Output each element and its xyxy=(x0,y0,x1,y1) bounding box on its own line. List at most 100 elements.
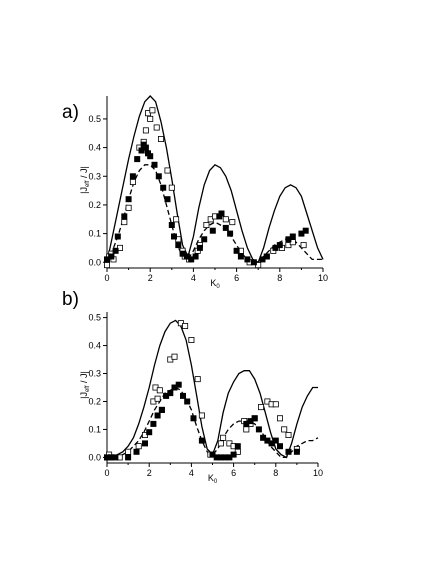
x-tick-label: 10 xyxy=(318,273,328,283)
filled-square-point xyxy=(251,415,258,422)
y-axis-label: |Jeff / J| xyxy=(79,371,91,399)
filled-square-point xyxy=(227,230,234,237)
filled-square-point xyxy=(222,224,229,231)
open-square-point xyxy=(229,219,236,226)
open-square-point xyxy=(154,395,161,402)
filled-square-point xyxy=(198,437,205,444)
filled-square-point xyxy=(112,247,119,254)
filled-square-point xyxy=(154,412,161,419)
filled-square-point xyxy=(108,253,115,260)
filled-square-point xyxy=(146,429,153,436)
open-square-point xyxy=(149,107,156,114)
filled-square-point xyxy=(250,259,257,266)
x-tick-label: 0 xyxy=(104,273,109,283)
open-square-point xyxy=(129,178,136,185)
filled-square-point xyxy=(201,236,208,243)
x-axis-label: K0 xyxy=(208,473,218,485)
filled-square-point xyxy=(233,247,240,254)
open-square-point xyxy=(220,434,227,441)
x-tick-label: 4 xyxy=(191,273,196,283)
filled-square-point xyxy=(255,426,262,433)
open-square-point xyxy=(217,440,224,447)
filled-square-point xyxy=(276,242,283,249)
open-square-point xyxy=(188,336,195,343)
open-square-point xyxy=(222,216,229,223)
x-tick-label: 4 xyxy=(189,468,194,478)
open-square-point xyxy=(300,242,307,249)
open-square-point xyxy=(276,415,283,422)
filled-square-point xyxy=(155,173,162,180)
open-square-point xyxy=(153,124,160,131)
filled-square-point xyxy=(114,233,121,240)
filled-square-point xyxy=(170,233,177,240)
y-tick-label: 0.4 xyxy=(88,341,101,351)
filled-square-point xyxy=(125,196,132,203)
open-square-point xyxy=(104,262,111,269)
y-tick-label: 0.0 xyxy=(88,452,101,462)
y-tick-label: 0.0 xyxy=(88,257,101,267)
filled-square-point xyxy=(184,398,191,405)
filled-square-point xyxy=(196,244,203,251)
y-axis-label-part: |J xyxy=(79,392,89,399)
open-square-point xyxy=(203,221,210,228)
x-axis-label-sub: 0 xyxy=(216,284,220,290)
y-axis-label-part: / J| xyxy=(79,166,89,180)
filled-square-point xyxy=(285,448,292,455)
filled-square-point xyxy=(175,381,182,388)
y-tick-label: 0.3 xyxy=(88,171,101,181)
open-square-point xyxy=(182,322,189,329)
x-tick-label: 8 xyxy=(273,468,278,478)
filled-square-point xyxy=(190,415,197,422)
x-tick-label: 6 xyxy=(234,273,239,283)
x-tick-label: 0 xyxy=(104,468,109,478)
y-tick-label: 0.1 xyxy=(88,229,101,239)
open-square-point xyxy=(135,443,142,450)
filled-square-point xyxy=(289,233,296,240)
open-square-point xyxy=(121,219,128,226)
filled-square-point xyxy=(244,256,251,263)
filled-square-point xyxy=(263,253,270,260)
y-tick-label: 0.2 xyxy=(88,200,101,210)
filled-square-point xyxy=(218,210,225,217)
filled-square-point xyxy=(209,227,216,234)
filled-square-point xyxy=(151,161,158,168)
open-square-point xyxy=(125,448,132,455)
y-axis-label: |Jeff / J| xyxy=(79,166,91,194)
y-tick-label: 0.5 xyxy=(88,114,101,124)
x-tick-label: 10 xyxy=(313,468,323,478)
open-square-point xyxy=(171,353,178,360)
chart-panel-b: b) 0 2 4 6 8 10 0.0 0.1 0.2 0.3 0.4 0.5 K0 |Jeff / J| xyxy=(62,289,323,485)
theory-solid-curve xyxy=(106,95,324,264)
x-tick-label: 6 xyxy=(231,468,236,478)
open-square-point xyxy=(285,431,292,438)
y-axis-label-sub: eff xyxy=(85,385,91,392)
panel-label: b) xyxy=(62,289,79,310)
filled-square-point xyxy=(160,184,167,191)
filled-square-point xyxy=(147,153,154,160)
y-axis-label-part: |J xyxy=(79,187,89,194)
filled-square-point xyxy=(234,443,241,450)
open-square-point xyxy=(281,426,288,433)
filled-square-point xyxy=(129,173,136,180)
open-square-point xyxy=(272,401,279,408)
filled-square-point xyxy=(125,454,132,461)
filled-square-point xyxy=(175,242,182,249)
open-square-point xyxy=(142,127,149,134)
open-square-point xyxy=(198,412,205,419)
panel-label: a) xyxy=(62,102,79,123)
filled-square-point xyxy=(150,420,157,427)
y-tick-label: 0.5 xyxy=(88,313,101,323)
y-tick-label: 0.1 xyxy=(88,424,101,434)
filled-square-point xyxy=(168,221,175,228)
open-square-point xyxy=(168,184,175,191)
y-tick-label: 0.2 xyxy=(88,396,101,406)
x-axis-label: K0 xyxy=(210,278,220,290)
y-tick-label: 0.4 xyxy=(88,143,101,153)
chart-panel-a: a) 0 2 4 6 8 10 0.0 0.1 0.2 0.3 0.4 0.5 K0 |Jeff / J| xyxy=(62,95,328,290)
open-square-point xyxy=(156,387,163,394)
filled-square-point xyxy=(272,437,279,444)
filled-square-point xyxy=(141,440,148,447)
y-axis-label-part: / J| xyxy=(79,371,89,385)
open-square-point xyxy=(147,115,154,122)
